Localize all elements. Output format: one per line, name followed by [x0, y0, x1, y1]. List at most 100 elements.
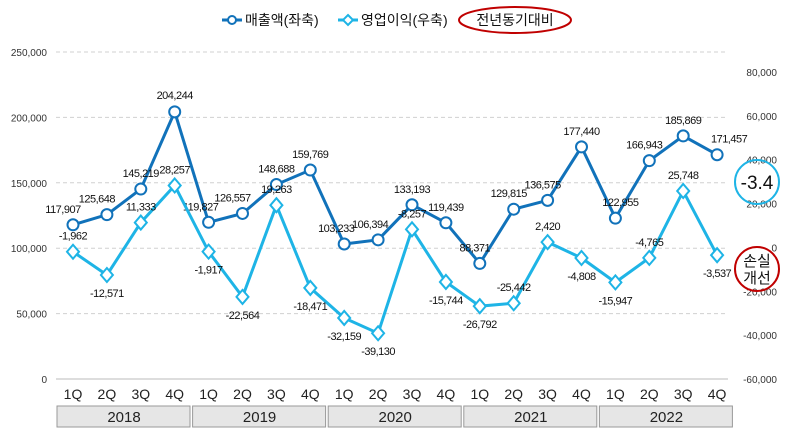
- revenue-point: [710, 148, 724, 162]
- profit-point: [235, 288, 250, 306]
- quarter-label: 2Q: [369, 386, 388, 402]
- year-label: 2021: [514, 409, 547, 426]
- revenue-point: [371, 233, 385, 247]
- profit-point: [99, 266, 115, 284]
- revenue-point: [608, 211, 622, 225]
- quarter-label: 1Q: [199, 386, 218, 402]
- revenue-point: [337, 237, 351, 251]
- revenue-point: [100, 208, 114, 222]
- profit-point: [506, 294, 522, 312]
- data-label: 204,244: [157, 90, 194, 102]
- quarter-label: 4Q: [165, 386, 184, 402]
- profit-point: [709, 246, 725, 264]
- quarter-label: 1Q: [64, 386, 83, 402]
- revenue-point: [303, 163, 317, 177]
- profit-point: [65, 243, 81, 261]
- left-tick-label: 100,000: [11, 244, 48, 255]
- left-tick-label: 250,000: [11, 48, 48, 59]
- data-label: 145,219: [123, 168, 160, 180]
- revenue-point: [439, 216, 453, 230]
- data-label: -8,257: [398, 208, 427, 220]
- revenue-point: [405, 198, 419, 212]
- year-box: [327, 405, 462, 428]
- data-label: -25,442: [497, 282, 531, 294]
- revenue-point: [66, 218, 80, 232]
- data-label: -15,744: [429, 295, 463, 307]
- data-label: 25,748: [668, 170, 699, 182]
- data-label: -18,471: [293, 301, 327, 313]
- profit-point: [201, 243, 216, 261]
- profit-point: [438, 273, 454, 291]
- revenue-point: [236, 206, 249, 220]
- revenue-point: [575, 140, 588, 154]
- right-tick-label: -60,000: [743, 375, 777, 386]
- right-tick-label: -20,000: [743, 287, 777, 298]
- left-tick-label: 150,000: [11, 179, 48, 190]
- year-label: 2018: [107, 409, 140, 426]
- data-label: 119,439: [428, 202, 464, 214]
- profit-change-circle: [734, 246, 780, 292]
- revenue-point: [541, 193, 555, 207]
- data-label: 125,648: [79, 194, 116, 206]
- right-tick-label: 0: [771, 243, 777, 254]
- data-label: 88,371: [459, 242, 490, 254]
- data-label: 148,688: [258, 164, 295, 176]
- data-label: 126,557: [214, 192, 251, 204]
- profit-point: [675, 182, 691, 200]
- year-box: [56, 405, 191, 428]
- revenue-point: [642, 154, 656, 168]
- quarter-label: 4Q: [572, 386, 591, 402]
- legend-label: 영업이익(우축): [361, 12, 448, 28]
- quarter-label: 3Q: [538, 386, 557, 402]
- quarter-label: 3Q: [674, 386, 693, 402]
- revenue-point: [676, 129, 690, 143]
- data-label: 117,907: [45, 204, 81, 216]
- quarter-label: 1Q: [470, 386, 489, 402]
- data-label: -1,962: [59, 231, 88, 243]
- quarter-label: 2Q: [233, 386, 252, 402]
- legend-circle-icon: [227, 15, 237, 25]
- profit-point: [269, 196, 284, 214]
- legend-note: 전년동기대비: [476, 12, 553, 28]
- revenue-point: [269, 178, 283, 192]
- profit-point: [574, 249, 589, 267]
- data-label: 19,263: [261, 184, 292, 196]
- year-label: 2019: [243, 409, 276, 426]
- data-label: 133,193: [394, 184, 431, 196]
- quarter-label: 3Q: [131, 386, 150, 402]
- right-tick-label: 60,000: [746, 112, 777, 123]
- year-box: [598, 405, 733, 428]
- data-label: 106,394: [352, 219, 389, 231]
- revenue-point: [473, 256, 487, 270]
- profit-point: [641, 249, 657, 267]
- data-label: -4,808: [567, 271, 596, 283]
- quarter-label: 4Q: [437, 386, 456, 402]
- data-label: 122,955: [602, 197, 639, 209]
- data-label: -4,765: [635, 237, 664, 249]
- data-label: 103,233: [318, 223, 355, 235]
- revenue-point: [202, 215, 216, 229]
- profit-point: [472, 297, 488, 315]
- data-label: 166,943: [626, 140, 663, 152]
- quarter-label: 4Q: [708, 386, 727, 402]
- data-label: 129,815: [491, 188, 528, 200]
- left-tick-label: 200,000: [11, 113, 48, 124]
- data-label: -1,917: [194, 265, 223, 277]
- quarter-label: 2Q: [98, 386, 117, 402]
- profit-point: [608, 273, 623, 291]
- left-tick-label: 0: [41, 375, 47, 386]
- right-tick-label: 80,000: [746, 68, 777, 79]
- quarter-label: 2Q: [504, 386, 523, 402]
- year-box: [192, 405, 327, 428]
- profit-point: [540, 233, 555, 251]
- data-label: -22,564: [226, 310, 260, 322]
- data-label: 159,769: [292, 149, 329, 161]
- legend-note-ellipse: [458, 6, 572, 34]
- series-line: [72, 107, 718, 266]
- quarter-label: 3Q: [267, 386, 286, 402]
- legend-label: 매출액(좌축): [245, 12, 319, 28]
- year-label: 2022: [650, 409, 683, 426]
- right-tick-label: -40,000: [743, 331, 777, 342]
- year-box: [463, 405, 598, 428]
- profit-change-label: 손실: [743, 253, 771, 270]
